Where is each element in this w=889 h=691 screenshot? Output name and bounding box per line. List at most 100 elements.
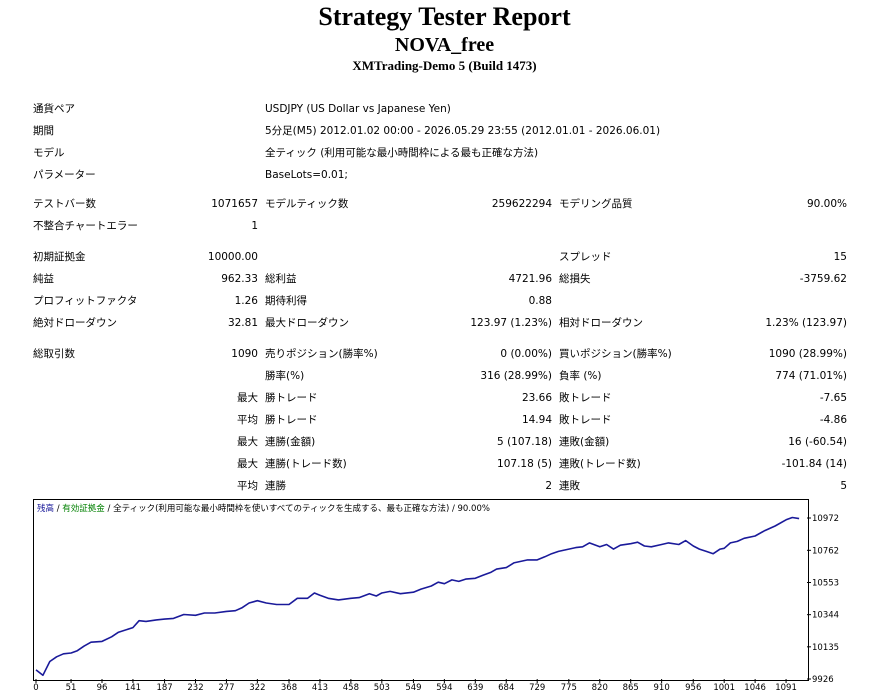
- loss-rate-value: 774 (71.01%): [775, 370, 847, 382]
- average-consecutive-losses-label: 連敗: [559, 480, 580, 492]
- maximal-drawdown-label: 最大ドローダウン: [265, 317, 349, 329]
- relative-drawdown-value: 1.23% (123.97): [765, 317, 847, 329]
- largest-loss-label: 敗トレード: [559, 392, 612, 404]
- max-consecutive-loss-value: -101.84 (14): [781, 458, 847, 470]
- x-tick-label-7: 322: [249, 683, 265, 691]
- x-tick-label-12: 549: [405, 683, 421, 691]
- x-tick-label-16: 729: [529, 683, 545, 691]
- x-tick-label-10: 458: [343, 683, 359, 691]
- x-tick-label-2: 96: [97, 683, 108, 691]
- profit-factor-label: プロフィットファクタ: [33, 295, 138, 307]
- win-rate-label: 勝率(%): [265, 370, 305, 382]
- maximal-drawdown-value: 123.97 (1.23%): [470, 317, 552, 329]
- loss-rate-label: 負率 (%): [559, 370, 602, 382]
- spread-label: スプレッド: [559, 251, 612, 263]
- max-consecutive-losses-label: 連敗(金額): [559, 436, 610, 448]
- errors-label: 不整合チャートエラー: [33, 220, 138, 232]
- average-loss-label: 敗トレード: [559, 414, 612, 426]
- average-consecutive-losses-value: 5: [840, 480, 847, 492]
- bars-label: テストバー数: [33, 198, 96, 210]
- x-tick-label-5: 232: [187, 683, 203, 691]
- x-tick-label-4: 187: [156, 683, 172, 691]
- y-tick-label-0: 9926: [812, 675, 834, 685]
- expected-payoff-value: 0.88: [528, 295, 552, 307]
- legend-description: / 全ティック(利用可能な最小時間枠を使いすべてのティックを生成する、最も正確な…: [104, 504, 490, 514]
- short-positions-label: 売りポジション(勝率%): [265, 348, 378, 360]
- y-tick-label-2: 10344: [812, 611, 839, 621]
- x-tick-label-15: 684: [498, 683, 514, 691]
- x-tick-label-11: 503: [374, 683, 390, 691]
- gross-loss-value: -3759.62: [799, 273, 847, 285]
- largest-loss-value: -7.65: [819, 392, 847, 404]
- y-tick-label-4: 10762: [812, 546, 839, 556]
- gross-profit-value: 4721.96: [508, 273, 552, 285]
- x-tick-label-19: 865: [623, 683, 639, 691]
- x-tick-label-3: 141: [125, 683, 141, 691]
- average-win-value: 14.94: [521, 414, 552, 426]
- x-tick-label-6: 277: [218, 683, 234, 691]
- long-positions-value: 1090 (28.99%): [768, 348, 847, 360]
- total-trades-value: 1090: [231, 348, 258, 360]
- model-label: モデル: [33, 147, 65, 159]
- x-tick-label-23: 1046: [744, 683, 766, 691]
- legend-equity: 有効証拠金: [62, 504, 105, 514]
- profit-factor-value: 1.26: [234, 295, 258, 307]
- average-prefix: 平均: [237, 414, 258, 426]
- params-value: BaseLots=0.01;: [265, 169, 348, 181]
- x-tick-label-18: 820: [592, 683, 608, 691]
- y-tick-label-5: 10972: [812, 514, 839, 524]
- net-profit-label: 純益: [33, 273, 54, 285]
- legend-separator: /: [54, 504, 63, 514]
- x-tick-label-22: 1001: [713, 683, 735, 691]
- model-value: 全ティック (利用可能な最小時間枠による最も正確な方法): [265, 147, 539, 159]
- average-consecutive-wins-label: 連勝: [265, 480, 286, 492]
- avg-consec-prefix: 平均: [237, 480, 258, 492]
- x-tick-label-13: 594: [436, 683, 452, 691]
- period-label: 期間: [33, 125, 54, 137]
- x-tick-label-14: 639: [467, 683, 483, 691]
- max-consecutive-profit-label: 連勝(トレード数): [265, 458, 347, 470]
- absolute-drawdown-value: 32.81: [227, 317, 258, 329]
- x-tick-label-17: 775: [561, 683, 577, 691]
- average-loss-value: -4.86: [819, 414, 847, 426]
- net-profit-value: 962.33: [221, 273, 258, 285]
- x-tick-label-8: 368: [281, 683, 297, 691]
- legend-balance: 残高: [37, 504, 55, 514]
- total-trades-label: 総取引数: [33, 348, 75, 360]
- x-tick-label-0: 0: [33, 683, 38, 691]
- deposit-label: 初期証拠金: [33, 251, 86, 263]
- expected-payoff-label: 期待利得: [265, 295, 307, 307]
- short-positions-value: 0 (0.00%): [500, 348, 552, 360]
- balance-line-0: [35, 516, 800, 677]
- x-tick-label-24: 1091: [775, 683, 797, 691]
- absolute-drawdown-label: 絶対ドローダウン: [33, 317, 117, 329]
- max-consecutive-losses-value: 16 (-60.54): [788, 436, 847, 448]
- average-win-label: 勝トレード: [265, 414, 318, 426]
- relative-drawdown-label: 相対ドローダウン: [559, 317, 643, 329]
- x-tick-label-20: 910: [654, 683, 670, 691]
- max-consecutive-profit-value: 107.18 (5): [497, 458, 552, 470]
- ticks-label: モデルティック数: [265, 198, 349, 210]
- balance-chart-frame: [33, 499, 809, 681]
- gross-profit-label: 総利益: [265, 273, 297, 285]
- deposit-value: 10000.00: [207, 251, 258, 263]
- win-rate-value: 316 (28.99%): [480, 370, 552, 382]
- ticks-value: 259622294: [491, 198, 552, 210]
- max-consecutive-wins-label: 連勝(金額): [265, 436, 316, 448]
- quality-label: モデリング品質: [559, 198, 633, 210]
- expert-name: NOVA_free: [394, 34, 495, 56]
- chart-legend: 残高 / 有効証拠金 / 全ティック(利用可能な最小時間枠を使いすべてのティック…: [37, 503, 490, 515]
- quality-value: 90.00%: [806, 198, 847, 210]
- average-consecutive-wins-value: 2: [545, 480, 552, 492]
- y-tick-label-1: 10135: [812, 643, 839, 653]
- largest-win-value: 23.66: [521, 392, 552, 404]
- errors-value: 1: [251, 220, 258, 232]
- max-consec-count-prefix: 最大: [237, 458, 258, 470]
- bars-value: 1071657: [211, 198, 258, 210]
- params-label: パラメーター: [33, 169, 96, 181]
- y-tick-label-3: 10553: [812, 578, 839, 588]
- x-tick-label-9: 413: [312, 683, 328, 691]
- x-tick-label-21: 956: [685, 683, 701, 691]
- gross-loss-label: 総損失: [559, 273, 591, 285]
